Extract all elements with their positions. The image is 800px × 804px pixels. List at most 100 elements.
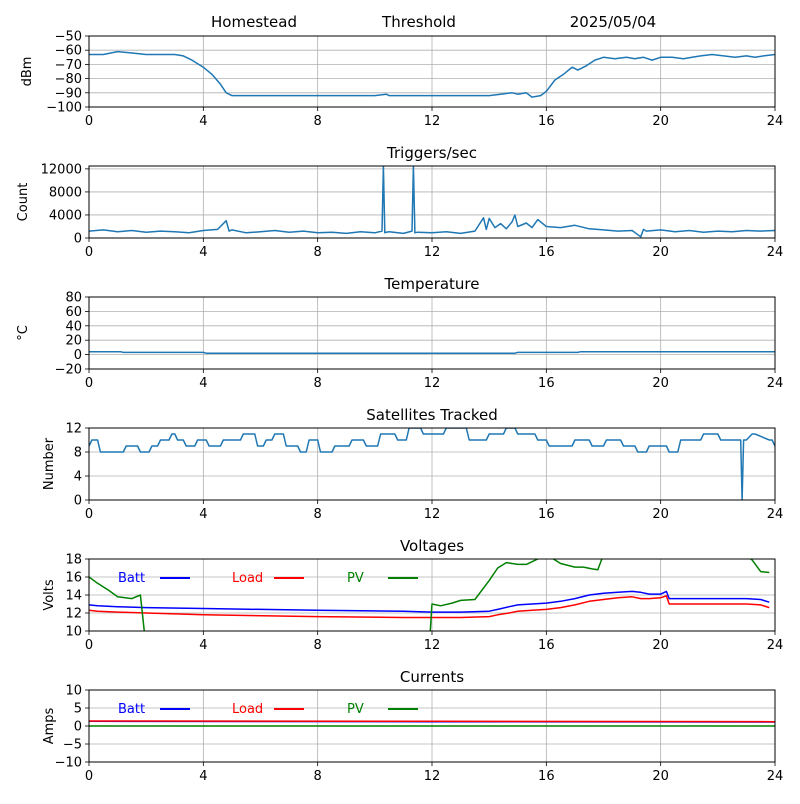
signal-xtick-label: 12 (424, 114, 441, 129)
temperature-title: Temperature (383, 275, 479, 293)
voltages-legend-label-load: Load (232, 571, 263, 586)
voltages-series-line-2 (89, 559, 770, 631)
triggers-xtick-label: 12 (424, 245, 441, 260)
temperature-ytick-label: 40 (65, 319, 82, 334)
satellites-xtick-label: 8 (314, 507, 322, 522)
header-site: Homestead (211, 13, 297, 31)
voltages-xtick-label: 4 (199, 638, 207, 653)
voltages-panel: 0 4 8 12 16 20 24 10 12 14 16 18 Voltages Volts Batt Lo… (42, 537, 783, 653)
triggers-ylabel: Count (16, 183, 31, 222)
signal-ytick-label: −80 (55, 72, 82, 87)
signal-xtick-label: 24 (767, 114, 784, 129)
satellites-xtick-label: 16 (538, 507, 555, 522)
satellites-ytick-label: 12 (65, 422, 82, 437)
temperature-ytick-label: 0 (74, 348, 82, 363)
satellites-xtick-label: 24 (767, 507, 784, 522)
satellites-xtick-label: 12 (424, 507, 441, 522)
header-threshold: Threshold (381, 13, 456, 31)
currents-legend-label-pv: PV (347, 702, 364, 717)
currents-xtick-label: 20 (652, 769, 669, 784)
signal-ytick-label: −100 (46, 101, 82, 116)
triggers-xtick-label: 20 (652, 245, 669, 260)
currents-ytick-label: −5 (63, 738, 82, 753)
currents-legend-label-load: Load (232, 702, 263, 717)
currents-xtick-label: 16 (538, 769, 555, 784)
signal-ylabel: dBm (20, 57, 35, 87)
voltages-xtick-label: 24 (767, 638, 784, 653)
temperature-xtick-label: 4 (199, 376, 207, 391)
temperature-ytick-label: −20 (55, 363, 82, 378)
currents-xtick-label: 12 (424, 769, 441, 784)
signal-panel: 0 4 8 12 16 20 24 −100−90−80−70−60−50 dBm (20, 30, 783, 130)
voltages-ytick-label: 14 (65, 589, 82, 604)
voltages-xtick-label: 8 (314, 638, 322, 653)
voltages-xtick-label: 12 (424, 638, 441, 653)
temperature-xtick-label: 16 (538, 376, 555, 391)
temperature-xtick-label: 0 (85, 376, 93, 391)
currents-ytick-label: 10 (65, 684, 82, 699)
currents-ytick-label: −10 (55, 756, 82, 771)
voltages-title: Voltages (400, 537, 464, 555)
currents-ytick-label: 5 (74, 702, 82, 717)
triggers-ytick-label: 0 (74, 232, 82, 247)
satellites-xtick-label: 20 (652, 507, 669, 522)
currents-series-line-1 (89, 720, 775, 723)
voltages-ylabel: Volts (42, 579, 57, 611)
signal-series-line-0 (89, 50, 775, 98)
temperature-ytick-label: 60 (65, 305, 82, 320)
voltages-xtick-label: 16 (538, 638, 555, 653)
temperature-xtick-label: 24 (767, 376, 784, 391)
signal-xtick-label: 0 (85, 114, 93, 129)
triggers-xtick-label: 0 (85, 245, 93, 260)
currents-ytick-label: 0 (74, 720, 82, 735)
triggers-xtick-label: 8 (314, 245, 322, 260)
signal-ytick-label: −60 (55, 44, 82, 59)
voltages-ytick-label: 10 (65, 625, 82, 640)
voltages-ytick-label: 16 (65, 571, 82, 586)
currents-xtick-label: 8 (314, 769, 322, 784)
voltages-ytick-label: 18 (65, 553, 82, 568)
triggers-panel: 0 4 8 12 16 20 24 0 4000 8000 12000 Triggers/sec Cou… (16, 144, 783, 260)
temperature-ytick-label: 80 (65, 291, 82, 306)
temperature-xtick-label: 8 (314, 376, 322, 391)
voltages-legend-label-batt: Batt (118, 571, 145, 586)
currents-xtick-label: 24 (767, 769, 784, 784)
satellites-ytick-label: 4 (74, 470, 82, 485)
currents-title: Currents (400, 668, 464, 686)
voltages-ytick-label: 12 (65, 607, 82, 622)
currents-xtick-label: 4 (199, 769, 207, 784)
triggers-xtick-label: 16 (538, 245, 555, 260)
signal-ytick-label: −70 (55, 58, 82, 73)
currents-panel: 0 4 8 12 16 20 24 −10 −5 0 5 10 Currents Amps Batt Load… (42, 668, 783, 784)
satellites-xtick-label: 4 (199, 507, 207, 522)
voltages-xtick-label: 0 (85, 638, 93, 653)
header-date: 2025/05/04 (570, 13, 656, 31)
voltages-xtick-label: 20 (652, 638, 669, 653)
satellites-series-line-0 (89, 428, 775, 500)
signal-xtick-label: 8 (314, 114, 322, 129)
satellites-ytick-label: 0 (74, 494, 82, 509)
satellites-ylabel: Number (42, 437, 57, 490)
signal-xtick-label: 20 (652, 114, 669, 129)
triggers-title: Triggers/sec (386, 144, 477, 162)
signal-xtick-label: 16 (538, 114, 555, 129)
satellites-title: Satellites Tracked (366, 406, 497, 424)
temperature-xtick-label: 12 (424, 376, 441, 391)
voltages-series-line-0 (89, 590, 770, 613)
satellites-xtick-label: 0 (85, 507, 93, 522)
triggers-xtick-label: 24 (767, 245, 784, 260)
voltages-series-line-1 (89, 595, 770, 619)
satellites-panel: 0 4 8 12 16 20 24 0 4 8 12 Satellites Tracked Number (42, 406, 783, 522)
triggers-xtick-label: 4 (199, 245, 207, 260)
satellites-ytick-label: 8 (74, 446, 82, 461)
signal-xtick-label: 4 (199, 114, 207, 129)
triggers-series-line-0 (89, 166, 775, 238)
temperature-xtick-label: 20 (652, 376, 669, 391)
triggers-ytick-label: 8000 (49, 185, 82, 200)
temperature-series-line-0 (89, 350, 775, 354)
currents-ylabel: Amps (42, 707, 57, 744)
temperature-ylabel: °C (16, 325, 31, 341)
